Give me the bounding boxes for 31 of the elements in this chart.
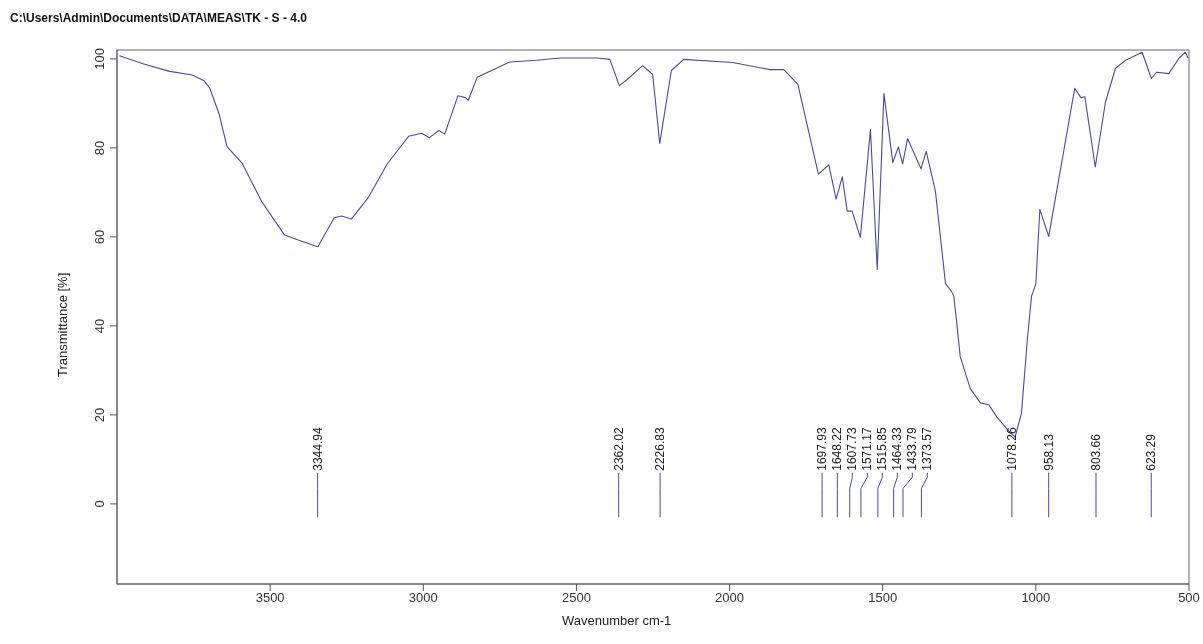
x-tick-label: 500	[1178, 590, 1200, 606]
ref-line-label: 2226.83	[653, 427, 668, 471]
x-tick-label: 1500	[868, 590, 898, 606]
ref-line-label: 1697.93	[815, 427, 830, 471]
y-tick-label: 20	[92, 407, 107, 423]
ref-line-label: 1078.26	[1004, 427, 1019, 471]
x-tick-label: 3500	[255, 590, 285, 606]
ref-line-label: 1464.33	[890, 427, 905, 471]
y-tick-label: 40	[92, 318, 107, 334]
ref-line-label: 2362.02	[611, 427, 626, 471]
y-tick-label: 80	[92, 140, 107, 156]
x-axis-title: Wavenumber cm-1	[562, 613, 672, 628]
x-tick-label: 2500	[561, 590, 591, 606]
chart-title: C:\Users\Admin\Documents\DATA\MEAS\TK - S - 4.0	[10, 11, 308, 25]
ref-line-label: 623.29	[1144, 433, 1159, 471]
y-axis-title: Transmittance [%]	[54, 272, 70, 377]
ref-line-label: 803.66	[1088, 433, 1103, 471]
y-tick-label: 100	[92, 48, 107, 70]
ref-line-label: 3344.94	[310, 427, 325, 471]
ref-line-label: 1571.17	[860, 427, 875, 471]
y-tick-label: 0	[92, 500, 107, 508]
ref-line-label: 958.13	[1041, 433, 1056, 471]
ref-line-label: 1607.73	[845, 427, 860, 471]
y-tick-label: 60	[92, 229, 107, 245]
x-tick-label: 3000	[408, 590, 438, 606]
x-tick-label: 2000	[715, 590, 745, 606]
ref-line-label: 1515.85	[875, 427, 890, 471]
ref-line-label: 1373.57	[920, 427, 935, 471]
ref-line-label: 1433.79	[905, 427, 920, 471]
ref-line-label: 1648.22	[830, 427, 845, 471]
x-tick-label: 1000	[1021, 590, 1051, 606]
